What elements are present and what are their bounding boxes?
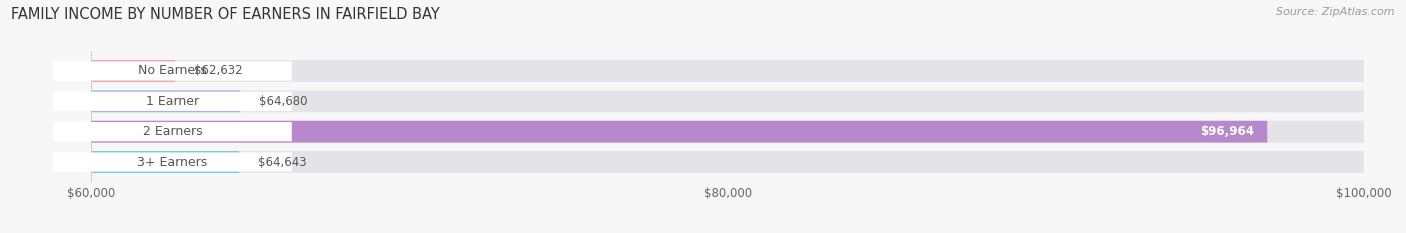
FancyBboxPatch shape — [53, 61, 292, 81]
FancyBboxPatch shape — [91, 151, 1364, 173]
Text: Source: ZipAtlas.com: Source: ZipAtlas.com — [1277, 7, 1395, 17]
Text: $64,643: $64,643 — [259, 155, 307, 168]
FancyBboxPatch shape — [53, 122, 292, 141]
Text: $96,964: $96,964 — [1201, 125, 1254, 138]
FancyBboxPatch shape — [91, 60, 176, 82]
Text: 3+ Earners: 3+ Earners — [138, 155, 208, 168]
Text: 2 Earners: 2 Earners — [142, 125, 202, 138]
FancyBboxPatch shape — [91, 90, 240, 112]
Text: $62,632: $62,632 — [194, 65, 243, 78]
Text: $64,680: $64,680 — [259, 95, 308, 108]
FancyBboxPatch shape — [91, 60, 1364, 82]
FancyBboxPatch shape — [91, 121, 1364, 143]
FancyBboxPatch shape — [91, 90, 1364, 112]
FancyBboxPatch shape — [91, 151, 239, 173]
Text: No Earners: No Earners — [138, 65, 207, 78]
Text: FAMILY INCOME BY NUMBER OF EARNERS IN FAIRFIELD BAY: FAMILY INCOME BY NUMBER OF EARNERS IN FA… — [11, 7, 440, 22]
Text: 1 Earner: 1 Earner — [146, 95, 200, 108]
FancyBboxPatch shape — [91, 121, 1267, 143]
FancyBboxPatch shape — [53, 92, 292, 111]
FancyBboxPatch shape — [53, 152, 292, 172]
